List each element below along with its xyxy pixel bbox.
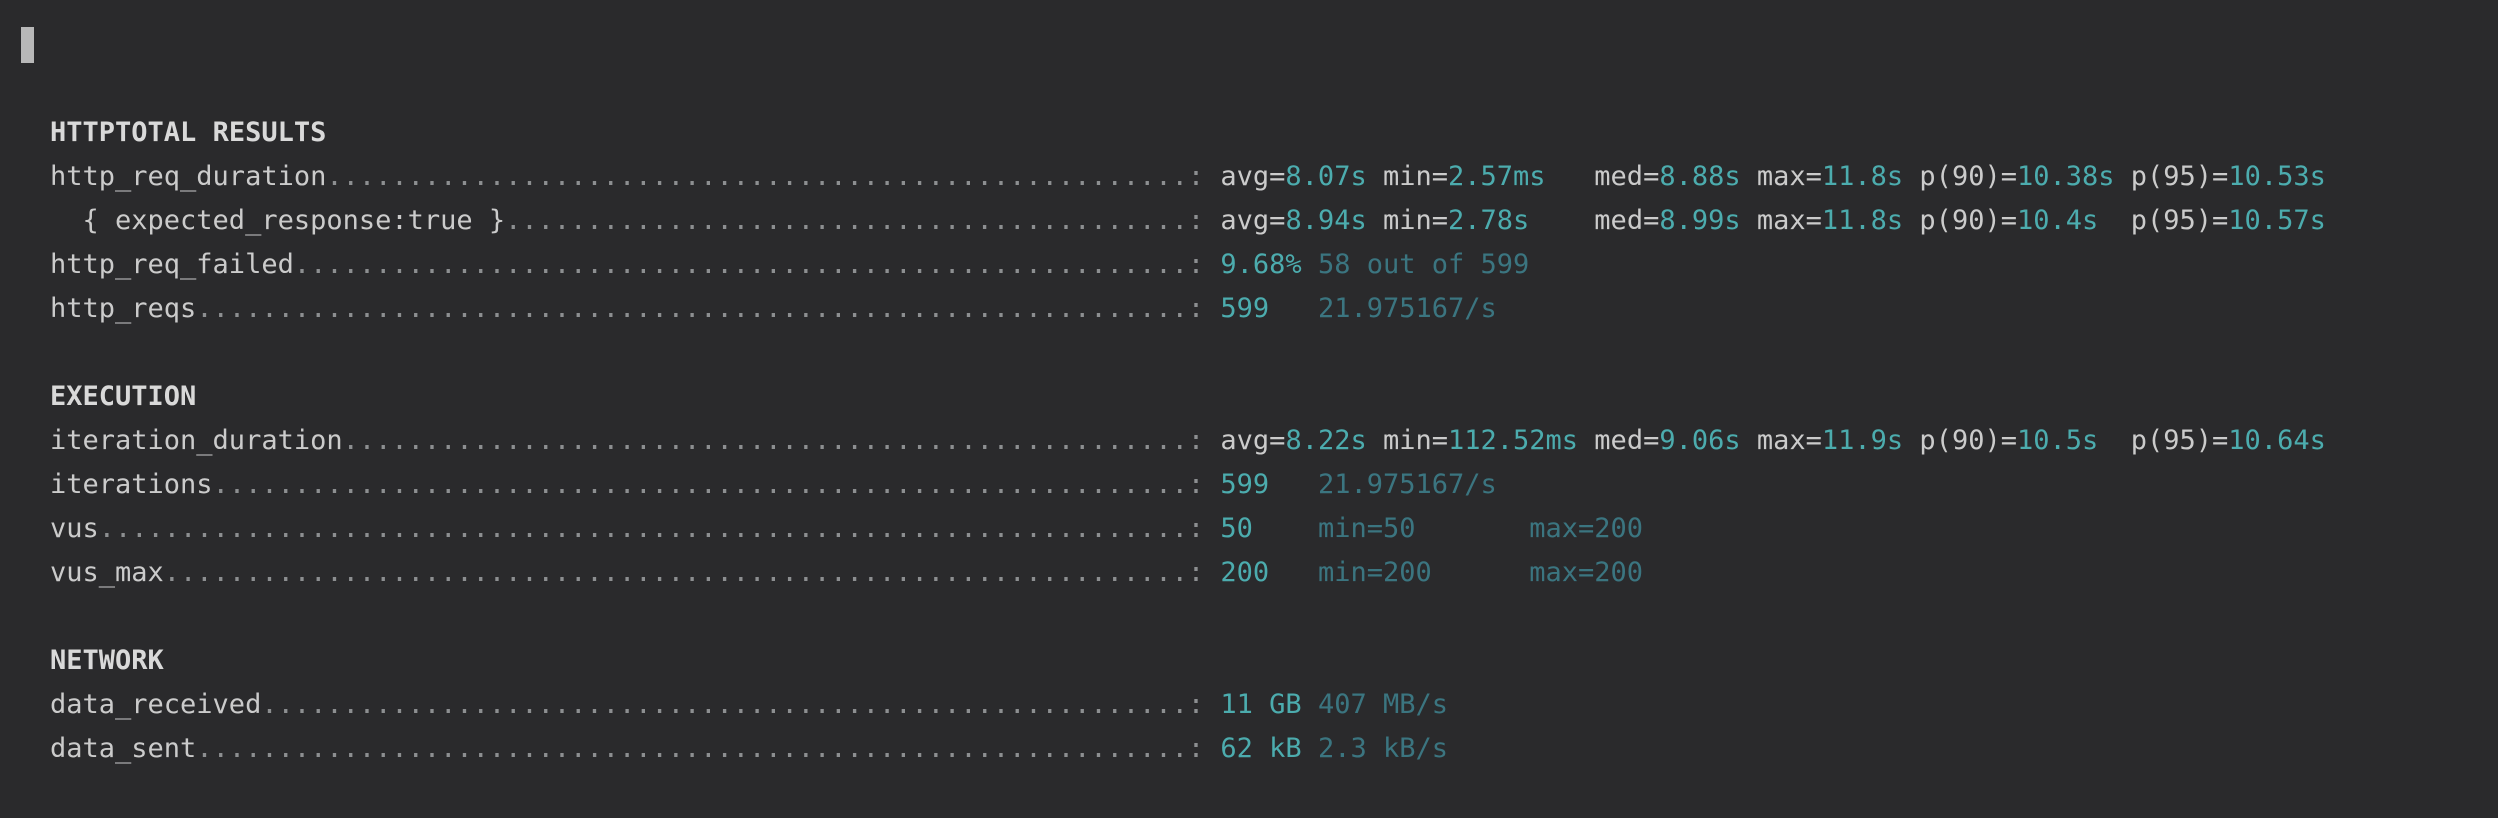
metric-value-segment: min= (1366, 205, 1448, 236)
metric-label: http_req_duration (50, 161, 327, 192)
metric-value-segment: max= (1740, 161, 1822, 192)
results-title-row: TOTAL RESULTS (21, 23, 2498, 148)
leader-dots: ........................................… (163, 557, 1221, 588)
metric-value-segment: 10.5s (2016, 425, 2099, 456)
leader-dots: ........................................… (196, 733, 1221, 764)
metric-value-segment: 8.22s (1285, 425, 1367, 456)
metric-value-segment: 9.68% (1220, 249, 1302, 280)
metric-value-segment: max= (1740, 425, 1822, 456)
metric-value-segment: 10.4s (2016, 205, 2099, 236)
metric-row: iteration_duration......................… (50, 419, 2498, 463)
metric-value-segment: avg= (1220, 205, 1286, 236)
metric-value-segment: p(90)= (1903, 161, 2017, 192)
results-title: TOTAL RESULTS (115, 117, 327, 148)
metric-value-segment: med= (1545, 161, 1660, 192)
leader-dots: ........................................… (196, 293, 1221, 324)
metric-label: { expected_response:true } (50, 205, 506, 236)
section-heading: NETWORK (50, 645, 164, 676)
metric-value-segment: 599 (1220, 293, 1270, 324)
metric-label: http_reqs (50, 293, 197, 324)
metric-value-segment: 10.64s (2228, 425, 2326, 456)
metric-value-segment: 8.99s (1659, 205, 1741, 236)
metric-value-segment: min= (1366, 425, 1448, 456)
metrics-list: HTTP http_req_duration...................… (50, 111, 2498, 771)
metric-value-segment: max= (1740, 205, 1822, 236)
leader-dots: ........................................… (326, 161, 1221, 192)
metric-value-segment: 10.53s (2228, 161, 2326, 192)
metric-row: data_sent...............................… (50, 727, 2498, 771)
metric-label: http_req_failed (50, 249, 294, 280)
metric-value-segment: 50 (1220, 513, 1253, 544)
metric-value-segment: min= (1366, 161, 1448, 192)
metric-value-segment: avg= (1220, 161, 1286, 192)
leader-dots: ........................................… (505, 205, 1221, 236)
metric-value-segment: 10.57s (2228, 205, 2326, 236)
metric-value-segment: med= (1578, 425, 1660, 456)
metric-value-segment: 599 (1220, 469, 1270, 500)
metric-row: http_req_duration.......................… (50, 155, 2498, 199)
section-execution: EXECUTION iteration_duration.............… (50, 375, 2498, 595)
metric-row: { expected_response:true }..............… (50, 199, 2498, 243)
metric-row: vus.....................................… (50, 507, 2498, 551)
metric-label: data_sent (50, 733, 197, 764)
metric-value-segment: p(90)= (1903, 205, 2017, 236)
metric-value-segment: 2.57ms (1447, 161, 1546, 192)
metric-value-segment: avg= (1220, 425, 1286, 456)
metric-value-segment: 58 out of 599 (1301, 249, 1530, 280)
metric-label: vus_max (50, 557, 164, 588)
leader-dots: ........................................… (293, 249, 1221, 280)
section-network: NETWORK data_received....................… (50, 639, 2498, 771)
metric-value-segment: 21.975167/s (1269, 293, 1497, 324)
metric-value-segment: p(95)= (2114, 161, 2229, 192)
metric-value-segment: 11.9s (1821, 425, 1904, 456)
metric-value-segment: 2.3 kB/s (1301, 733, 1448, 764)
metric-row: vus_max.................................… (50, 551, 2498, 595)
leader-dots: ........................................… (342, 425, 1221, 456)
metric-value-segment: 407 MB/s (1301, 689, 1448, 720)
metric-value-segment: 8.07s (1285, 161, 1367, 192)
metric-value-segment: 11.8s (1821, 205, 1904, 236)
metric-value-segment: 11 GB (1220, 689, 1302, 720)
metric-label: iterations (50, 469, 213, 500)
title-marker-bar (21, 27, 34, 63)
metric-value-segment: p(95)= (2098, 425, 2229, 456)
metric-value-segment: 8.94s (1285, 205, 1367, 236)
metric-value-segment: p(95)= (2098, 205, 2229, 236)
section-heading: EXECUTION (50, 381, 197, 412)
metric-value-segment: 21.975167/s (1269, 469, 1497, 500)
metric-value-segment: 9.06s (1659, 425, 1741, 456)
metric-value-segment: 11.8s (1821, 161, 1904, 192)
leader-dots: ........................................… (261, 689, 1221, 720)
metric-value-segment: 2.78s (1448, 205, 1530, 236)
metric-value-segment: 200 (1220, 557, 1270, 588)
section-heading: HTTP (50, 117, 116, 148)
metric-label: data_received (50, 689, 262, 720)
metric-value-segment: min=50 max=200 (1252, 513, 1644, 544)
section-http: HTTP http_req_duration...................… (50, 111, 2498, 331)
metric-value-segment: 112.52ms (1448, 425, 1579, 456)
metric-value-segment: p(90)= (1903, 425, 2017, 456)
metric-value-segment: 62 kB (1220, 733, 1302, 764)
metric-value-segment: min=200 max=200 (1269, 557, 1644, 588)
metric-label: iteration_duration (50, 425, 343, 456)
leader-dots: ........................................… (98, 513, 1221, 544)
metric-value-segment: 10.38s (2016, 161, 2115, 192)
metric-row: http_req_failed.........................… (50, 243, 2498, 287)
metric-label: vus (50, 513, 99, 544)
metric-row: iterations..............................… (50, 463, 2498, 507)
leader-dots: ........................................… (212, 469, 1221, 500)
metric-row: data_received...........................… (50, 683, 2498, 727)
metric-row: http_reqs...............................… (50, 287, 2498, 331)
metric-value-segment: 8.88s (1659, 161, 1741, 192)
metric-value-segment: med= (1529, 205, 1660, 236)
